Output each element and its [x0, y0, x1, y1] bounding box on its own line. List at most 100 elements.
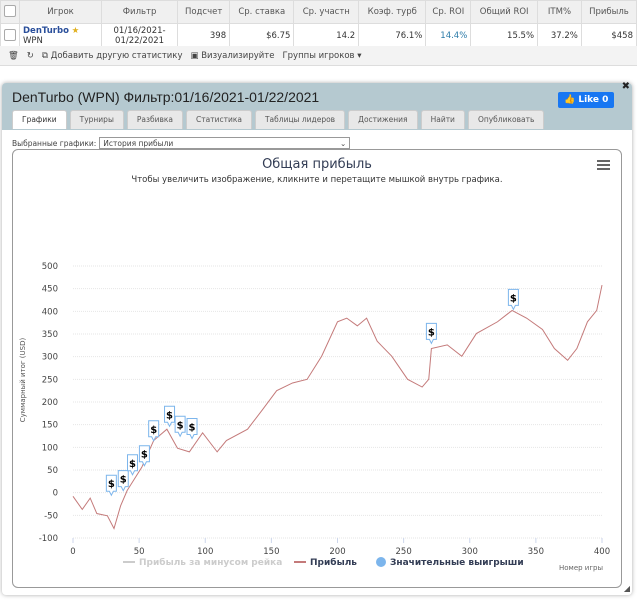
col-header[interactable]: Коэф. турб [358, 0, 427, 24]
filter-start: 01/16/2021- [113, 26, 166, 36]
y-tick-label: 500 [42, 262, 58, 272]
turbo: 76.1% [358, 23, 427, 49]
col-header[interactable]: Общий ROI [470, 0, 539, 24]
refresh-icon[interactable]: ↻ [26, 50, 34, 61]
dollar-icon: $ [189, 423, 196, 434]
x-axis-label: Номер игры [559, 564, 603, 572]
legend: Прибыль за минусом рейка Прибыль Значите… [123, 557, 524, 568]
col-header[interactable]: Ср. участн [293, 0, 360, 24]
player-link[interactable]: DenTurbo [23, 26, 69, 36]
award-icon: ★ [71, 26, 80, 36]
big-win-marker[interactable]: $ [117, 470, 129, 492]
legend-profit[interactable]: Прибыль [310, 557, 357, 568]
dollar-icon: $ [177, 420, 184, 431]
tab-publish[interactable]: Опубликовать [467, 110, 545, 129]
col-header[interactable]: ITM% [537, 0, 582, 24]
visualize-button[interactable]: ▣ Визуализируйте [190, 51, 274, 61]
chart-select-value: История прибыли [103, 138, 174, 148]
y-tick-label: 50 [47, 466, 58, 476]
legend-net-profit[interactable]: Прибыль за минусом рейка [139, 557, 282, 568]
col-header[interactable]: Фильтр [100, 0, 179, 24]
col-header[interactable]: Подсчет [177, 0, 231, 24]
tab-tournaments[interactable]: Турниры [69, 110, 124, 129]
y-tick-label: 400 [42, 307, 58, 317]
big-win-marker[interactable]: $ [164, 405, 176, 428]
dollar-icon: $ [150, 425, 157, 436]
y-tick-label: 100 [42, 443, 58, 453]
chart-title: Общая прибыль [262, 157, 372, 172]
dollar-icon: $ [129, 459, 136, 470]
dollar-icon: $ [510, 293, 517, 304]
x-tick-label: 50 [134, 547, 145, 557]
selected-charts-label: Выбранные графики: [12, 138, 97, 148]
add-stat-button[interactable]: ⧉ Добавить другую статистику [42, 51, 183, 61]
resize-handle[interactable]: ◢ [623, 584, 630, 593]
panel-title: DenTurbo (WPN) Фильтр:01/16/2021-01/22/2… [12, 89, 320, 105]
menu-icon[interactable] [597, 160, 610, 170]
profit-chart[interactable]: Общая прибыль Чтобы увеличить изображени… [13, 150, 621, 587]
tab-charts[interactable]: Графики [12, 110, 67, 129]
x-tick-label: 400 [594, 547, 610, 557]
itm: 37.2% [537, 23, 582, 49]
big-win-marker[interactable]: $ [105, 474, 117, 497]
y-tick-label: 200 [42, 398, 58, 408]
col-header[interactable]: Ср. ставка [229, 0, 295, 24]
chart-container[interactable]: Общая прибыль Чтобы увеличить изображени… [12, 149, 622, 588]
visualize-label: Визуализируйте [201, 50, 275, 61]
dollar-icon: $ [141, 450, 148, 461]
close-icon[interactable]: ✖ [621, 81, 630, 92]
tab-breakdown[interactable]: Разбивка [126, 110, 184, 129]
select-all-checkbox[interactable] [4, 4, 16, 17]
col-header[interactable]: Ср. ROI [425, 0, 472, 24]
stats-table: Игрок Фильтр Подсчет Ср. ставка Ср. учас… [0, 0, 637, 49]
dollar-icon: $ [428, 327, 435, 338]
toolbar: 🗑 ↻ ⧉ Добавить другую статистику ▣ Визуа… [0, 46, 637, 66]
big-win-marker[interactable]: $ [148, 420, 160, 442]
big-win-marker[interactable]: $ [507, 288, 519, 311]
row-checkbox[interactable] [4, 28, 16, 41]
x-tick-label: 350 [528, 547, 544, 557]
y-tick-label: 150 [42, 421, 58, 431]
trash-icon[interactable]: 🗑 [8, 50, 19, 61]
x-tick-label: 250 [396, 547, 412, 557]
x-tick-label: 200 [329, 547, 345, 557]
dollar-icon: $ [108, 479, 115, 490]
dollar-icon: $ [166, 410, 173, 421]
thumbs-up-icon: 👍 [564, 95, 576, 105]
table-row: DenTurbo ★ WPN 01/16/2021- 01/22/2021 398 … [0, 23, 637, 49]
player-panel: DenTurbo (WPN) Фильтр:01/16/2021-01/22/2… [2, 81, 632, 595]
chart-subtitle: Чтобы увеличить изображение, кликните и … [131, 175, 502, 185]
caret-down-icon: ▾ [357, 50, 362, 61]
avg-stake: $6.75 [229, 23, 295, 49]
avg-entrants: 14.2 [293, 23, 360, 49]
player-groups-dropdown[interactable]: Группы игроков ▾ [282, 51, 361, 61]
big-win-marker[interactable]: $ [425, 322, 437, 345]
profit-line[interactable] [72, 284, 603, 530]
tab-achievements[interactable]: Достижения [348, 110, 418, 129]
x-tick-label: 150 [263, 547, 279, 557]
big-win-marker[interactable]: $ [127, 454, 139, 476]
x-tick-label: 300 [462, 547, 478, 557]
y-tick-label: -50 [44, 511, 58, 521]
x-tick-label: 0 [70, 547, 75, 557]
groups-label: Группы игроков [282, 50, 355, 61]
chevron-down-icon: ⌄ [340, 138, 347, 148]
add-stat-label: Добавить другую статистику [50, 50, 183, 61]
y-tick-label: 300 [42, 353, 58, 363]
like-button[interactable]: 👍 Like 0 [558, 92, 615, 108]
col-header[interactable]: Прибыль [580, 0, 637, 24]
big-win-marker[interactable]: $ [186, 418, 198, 440]
avg-roi: 14.4% [425, 23, 472, 49]
y-tick-label: -100 [39, 534, 58, 544]
chart-select[interactable]: История прибыли ⌄ [99, 137, 351, 149]
tab-find[interactable]: Найти [420, 110, 465, 129]
image-icon: ▣ [190, 50, 199, 61]
tab-statistics[interactable]: Статистика [186, 110, 252, 129]
big-win-marker[interactable]: $ [138, 445, 150, 467]
col-header[interactable]: Игрок [19, 0, 102, 24]
y-tick-label: 250 [42, 375, 58, 385]
legend-big-wins[interactable]: Значительные выигрыши [390, 558, 524, 568]
filter-end: 01/22/2021 [115, 36, 165, 46]
big-win-marker[interactable]: $ [174, 415, 186, 438]
tab-leaderboards[interactable]: Таблицы лидеров [254, 110, 346, 129]
